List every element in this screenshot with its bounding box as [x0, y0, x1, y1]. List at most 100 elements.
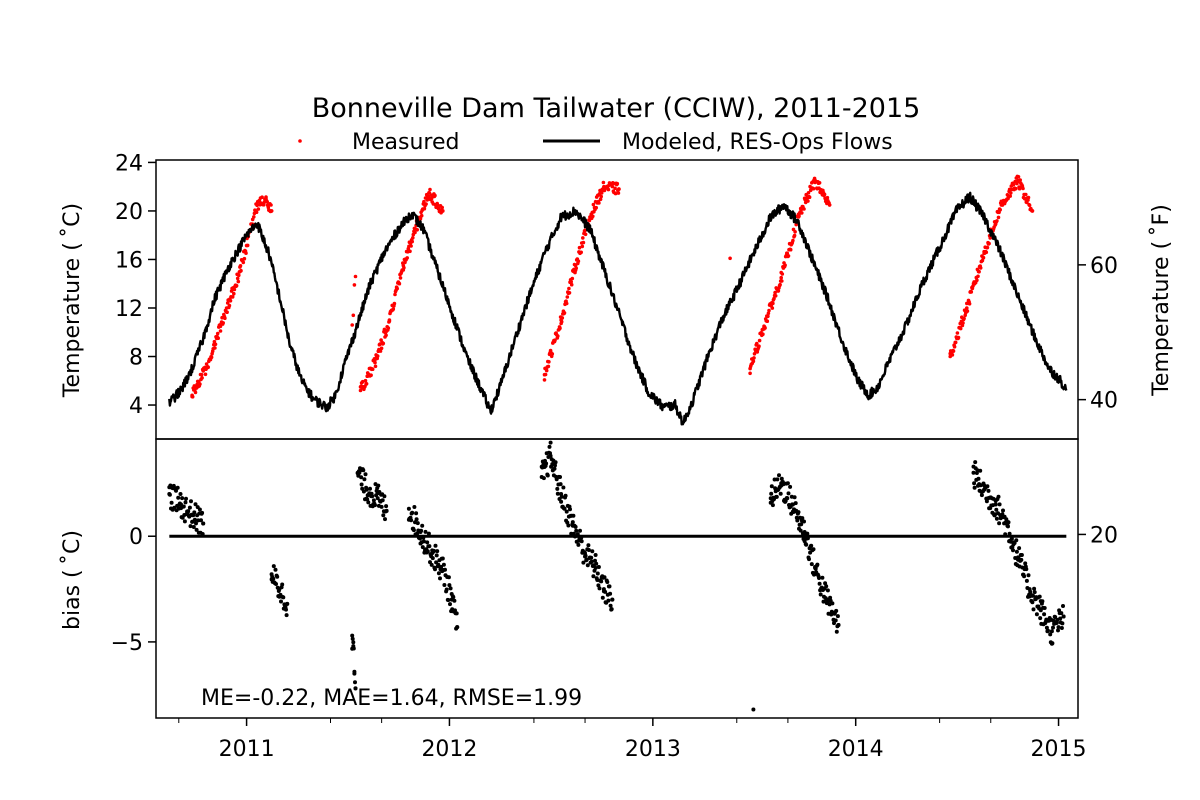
- bias-point: [1061, 604, 1065, 608]
- measured-point: [402, 265, 406, 270]
- measured-point: [987, 241, 991, 246]
- bias-point: [366, 500, 371, 505]
- bias-point: [194, 521, 198, 526]
- measured-point: [1030, 209, 1035, 213]
- bias-point: [820, 575, 825, 580]
- measured-point: [229, 289, 234, 293]
- measured-point: [216, 336, 220, 341]
- bias-point: [412, 505, 417, 509]
- measured-point: [547, 360, 551, 364]
- bias-point: [586, 548, 591, 552]
- bias-point: [359, 482, 364, 487]
- bias-point: [835, 614, 840, 619]
- measured-point: [981, 255, 986, 260]
- bias-point: [1058, 616, 1063, 621]
- bias-point: [167, 492, 172, 497]
- measured-point: [232, 287, 237, 292]
- bias-point: [189, 499, 193, 504]
- measured-point: [236, 279, 241, 284]
- measured-point: [550, 352, 555, 356]
- measured-point: [397, 281, 402, 286]
- measured-point: [353, 274, 358, 279]
- measured-point: [613, 191, 618, 196]
- legend-measured-label: Measured: [352, 130, 459, 155]
- bias-point: [384, 504, 389, 509]
- measured-point: [227, 303, 232, 308]
- bias-point: [353, 686, 358, 691]
- bias-point: [1003, 532, 1008, 537]
- bias-point: [579, 539, 584, 544]
- measured-point: [967, 302, 972, 306]
- bias-point: [380, 498, 385, 503]
- temperature-left-tick-label: 16: [115, 248, 143, 273]
- measured-point: [599, 194, 603, 199]
- modeled-line: [168, 191, 1068, 426]
- bias-point: [371, 498, 376, 503]
- bias-point: [447, 583, 452, 588]
- measured-point: [792, 233, 797, 238]
- bias-point: [609, 607, 614, 612]
- measured-point: [360, 379, 365, 384]
- bias-point: [1024, 567, 1029, 572]
- temperature-left-axis: 4 8 12 16 20 24: [115, 151, 156, 419]
- legend-measured-marker: [298, 139, 302, 143]
- bias-point: [193, 502, 198, 507]
- bias-point: [595, 571, 600, 576]
- measured-point: [232, 291, 236, 296]
- measured-point: [393, 292, 397, 297]
- measured-point: [350, 323, 355, 327]
- measured-point: [235, 276, 240, 281]
- bias-point: [833, 618, 838, 623]
- measured-point: [965, 309, 970, 313]
- measured-point: [976, 274, 980, 279]
- bias-point: [284, 613, 289, 618]
- bias-point: [181, 504, 186, 509]
- measured-point: [1011, 182, 1016, 187]
- measured-point: [370, 367, 375, 372]
- bias-point: [364, 485, 369, 490]
- measured-point: [791, 238, 795, 243]
- measured-point: [373, 364, 378, 369]
- x-tick-label: 2013: [625, 737, 681, 762]
- measured-point: [237, 273, 241, 278]
- measured-point: [265, 200, 270, 204]
- bias-point: [443, 567, 447, 572]
- measured-point: [238, 264, 243, 268]
- measured-point: [199, 372, 204, 377]
- measured-point: [616, 191, 621, 195]
- measured-point: [788, 247, 793, 252]
- measured-point: [780, 279, 784, 283]
- bias-point: [430, 556, 435, 561]
- bias-point: [1008, 539, 1013, 544]
- measured-point: [564, 301, 569, 306]
- bias-point: [994, 507, 999, 512]
- measured-point: [543, 372, 548, 377]
- measured-point: [591, 202, 596, 207]
- bias-point: [201, 521, 206, 526]
- bias-point: [558, 482, 563, 487]
- measured-point: [363, 378, 368, 383]
- bias-point: [429, 562, 434, 567]
- bias-point: [1060, 621, 1065, 626]
- measured-point: [806, 191, 811, 195]
- bias-point: [573, 524, 578, 529]
- measured-point: [1016, 175, 1021, 179]
- measured-point: [252, 215, 256, 219]
- bias-point: [585, 563, 590, 568]
- bias-point: [451, 595, 456, 600]
- bias-point: [1050, 641, 1055, 646]
- measured-point: [950, 353, 955, 357]
- bias-point: [610, 597, 615, 602]
- measured-point: [576, 259, 581, 264]
- measured-point: [254, 210, 259, 214]
- measured-point: [223, 316, 227, 321]
- bias-point: [552, 466, 557, 471]
- bias-point: [541, 476, 546, 481]
- measured-point: [598, 197, 603, 202]
- measured-point: [980, 258, 985, 263]
- bias-point: [365, 497, 370, 502]
- measured-point: [757, 338, 762, 343]
- bias-point: [176, 495, 181, 500]
- bias-point: [1053, 615, 1058, 620]
- bias-point: [586, 543, 591, 548]
